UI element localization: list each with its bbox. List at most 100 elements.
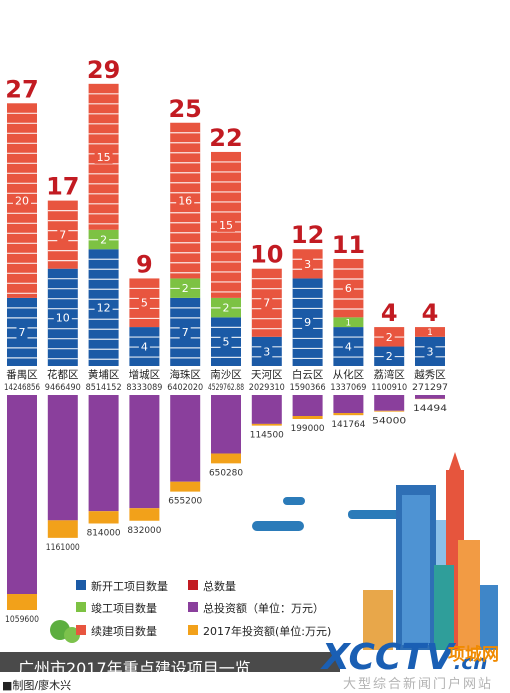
cloud-strip <box>348 510 408 519</box>
legend-swatch-investment_2017 <box>188 625 198 635</box>
investment-2017-label: 1161000 <box>46 543 80 553</box>
total-count-label: 29 <box>87 56 120 84</box>
watermark-slogan: 大型综合新闻门户网站 <box>343 677 494 692</box>
segment-value-label: 7 <box>19 326 26 339</box>
segment-label-bg <box>179 325 191 339</box>
bar-total-investment <box>129 395 160 509</box>
segment-value-label: 6 <box>345 282 352 295</box>
segment-label-bg <box>302 257 314 271</box>
district-label: 荔湾区 <box>373 368 405 381</box>
legend-label-new_start: 新开工项目数量 <box>91 579 168 593</box>
total-count-label: 10 <box>250 241 283 269</box>
legend-label-total_investment: 总投资额（单位：万元） <box>203 601 324 615</box>
total-count-label: 17 <box>46 173 79 201</box>
bar-investment-2017 <box>47 520 78 538</box>
watermark-site: 项城网 <box>448 645 499 665</box>
total-count-label: 4 <box>381 299 398 327</box>
district-label: 番禺区 <box>6 369 38 381</box>
segment-label-bg <box>94 301 113 315</box>
total-count-label: 25 <box>168 95 201 123</box>
bar-total-investment <box>333 395 364 414</box>
legend-swatch-new_start <box>76 580 86 590</box>
investment-2017-label: 655200 <box>168 497 202 507</box>
district-label: 天河区 <box>251 369 283 381</box>
segment-label-bg <box>53 311 72 325</box>
legend-swatch-total_investment <box>188 602 198 612</box>
district-label: 黄埔区 <box>88 368 120 381</box>
total-investment-label: 2029310 <box>249 383 285 393</box>
segment-value-label: 10 <box>56 311 70 324</box>
segment-value-label: 4 <box>141 341 148 354</box>
city-decoration <box>50 452 498 650</box>
district-label: 白云区 <box>292 368 324 381</box>
investment-2017-label: 141764 <box>331 420 365 430</box>
cloud-strip <box>283 497 305 505</box>
total-investment-label: 8514152 <box>86 383 122 393</box>
segment-value-label: 2 <box>182 282 189 295</box>
total-investment-label: 8333089 <box>126 383 162 393</box>
segment-value-label: 7 <box>263 297 270 310</box>
segment-label-bg <box>383 330 395 344</box>
total-investment-label: 1100910 <box>371 383 407 393</box>
segment-value-label: 7 <box>182 326 189 339</box>
segment-value-label: 5 <box>141 297 148 310</box>
segment-label-bg <box>13 194 31 208</box>
total-investment-label: 1337069 <box>330 383 366 393</box>
bar-total-investment <box>251 395 282 424</box>
segment-label-bg <box>94 150 113 164</box>
legend-label-investment_2017: 2017年投资额(单位:万元) <box>203 624 331 638</box>
bar-investment-2017 <box>333 413 364 416</box>
legend-swatch-completed <box>76 602 86 612</box>
segment-value-label: 16 <box>178 195 192 208</box>
total-investment-label: 9466490 <box>45 383 81 393</box>
bar-total-investment <box>211 395 241 454</box>
segment-label-bg <box>217 218 235 232</box>
segment-value-label: 15 <box>97 151 111 164</box>
investment-2017-label: 14494 <box>413 404 447 414</box>
total-investment-label: 271297 <box>412 383 448 393</box>
district-label: 花都区 <box>47 368 79 381</box>
total-count-label: 11 <box>332 231 365 259</box>
segment-value-label: 9 <box>304 316 311 329</box>
segment-value-label: 3 <box>427 345 434 358</box>
segment-label-bg <box>342 340 354 354</box>
segment-label-bg <box>261 345 273 359</box>
total-count-label: 22 <box>209 124 242 152</box>
segment-label-bg <box>138 340 150 354</box>
building-windows <box>402 495 430 645</box>
investment-2017-label: 832000 <box>127 526 161 536</box>
segment-value-label: 5 <box>223 336 230 349</box>
bar-total-investment <box>47 395 78 521</box>
investment-2017-label: 114500 <box>250 431 284 441</box>
segment-label-bg <box>383 350 395 364</box>
total-count-label: 9 <box>136 250 153 278</box>
legend-swatch-total_count <box>188 580 198 590</box>
total-investment-label: 1590366 <box>290 383 326 393</box>
segment-label-bg <box>16 325 28 339</box>
bar-investment-2017 <box>170 481 201 492</box>
segment-label-bg <box>57 228 69 242</box>
credit-text: ■制图/廖木兴 <box>2 679 72 692</box>
segment-value-label: 1 <box>427 328 433 338</box>
legend-label-total_count: 总数量 <box>203 579 236 593</box>
total-investment-label: 4529762.88 <box>208 383 244 393</box>
bar-continued <box>415 327 445 337</box>
building <box>458 540 480 650</box>
district-label: 南沙区 <box>210 368 242 381</box>
banner-bar <box>0 652 340 672</box>
segment-label-bg <box>176 194 195 208</box>
cloud-strip <box>252 521 304 531</box>
segment-value-label: 1 <box>346 318 352 328</box>
legend-label-completed: 竣工项目数量 <box>91 601 157 615</box>
segment-value-label: 4 <box>345 341 352 354</box>
segment-value-label: 12 <box>97 302 111 315</box>
total-count-label: 4 <box>422 299 439 327</box>
bar-total-investment <box>170 395 201 482</box>
segment-label-bg <box>179 282 191 296</box>
watermark-logo: XCCTV.cn <box>322 637 487 678</box>
bar-investment-2017 <box>374 410 405 412</box>
district-label: 增城区 <box>129 368 161 381</box>
segment-label-bg <box>424 345 436 359</box>
segment-label-bg <box>342 282 354 296</box>
